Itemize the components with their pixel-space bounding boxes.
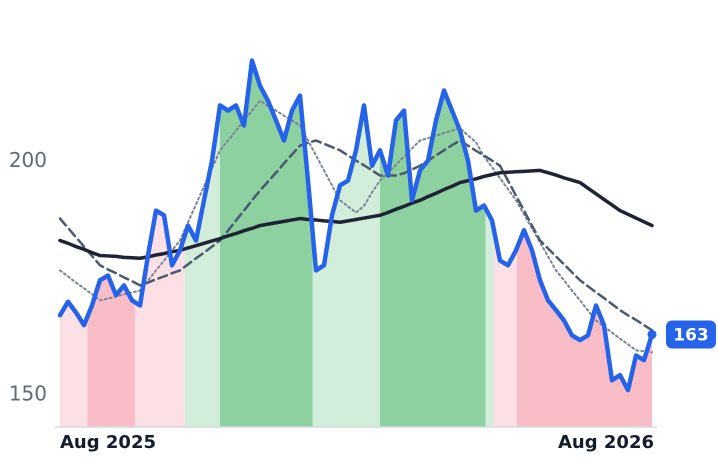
region-area xyxy=(184,105,221,427)
region-area xyxy=(60,301,88,427)
y-tick-label: 200 xyxy=(9,148,47,172)
series-line xyxy=(58,139,654,332)
last-value-badge xyxy=(666,320,716,349)
x-tick-label: Aug 2025 xyxy=(60,432,156,453)
y-tick-label: 150 xyxy=(9,382,47,406)
region-area xyxy=(485,208,494,427)
region-area xyxy=(220,60,313,427)
series-line xyxy=(57,58,655,393)
series-line xyxy=(58,168,654,261)
last-point xyxy=(647,329,657,339)
series-line xyxy=(59,99,653,354)
region-area xyxy=(312,105,380,427)
region-area xyxy=(87,275,136,427)
region-area xyxy=(380,90,486,427)
last-value-label: 163 xyxy=(673,325,709,345)
region-area xyxy=(493,228,517,427)
x-tick-label: Aug 2026 xyxy=(558,432,654,453)
